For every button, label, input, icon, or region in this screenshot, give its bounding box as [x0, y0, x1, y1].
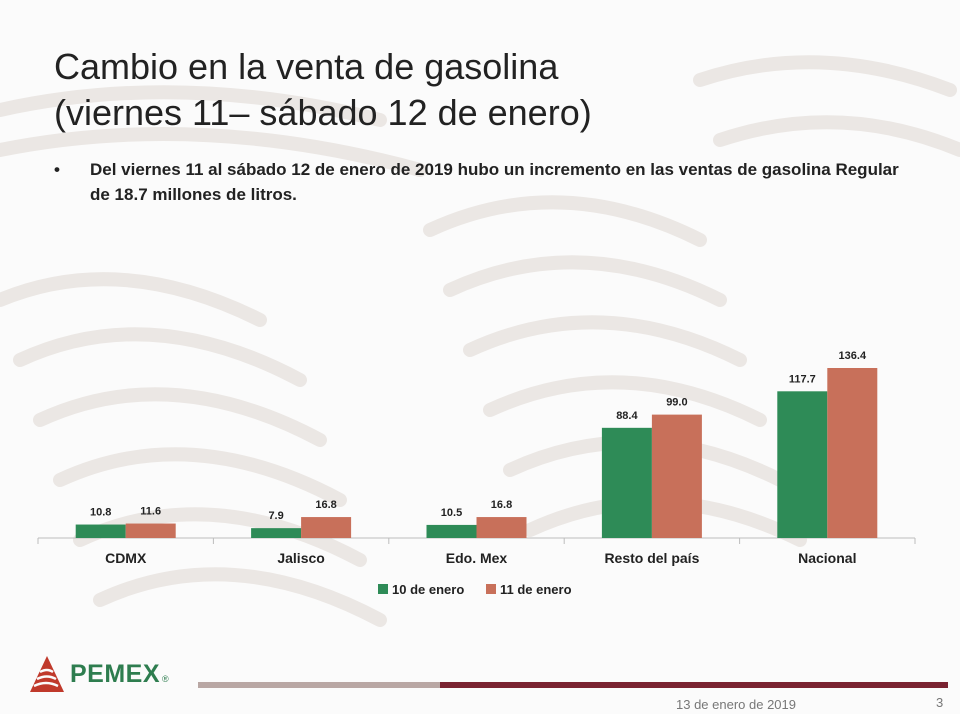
- bar-1: [426, 524, 477, 538]
- data-label: 11.6: [140, 506, 161, 518]
- bullet-marker: •: [54, 160, 60, 179]
- bar-1: [777, 391, 828, 538]
- data-label: 117.7: [789, 373, 816, 385]
- category-label: Nacional: [798, 550, 856, 566]
- pemex-flame-icon: [30, 656, 64, 692]
- page-number: 3: [936, 695, 944, 710]
- bar-2: [301, 517, 352, 538]
- slide-title: Cambio en la venta de gasolina (viernes …: [54, 44, 914, 136]
- data-label: 99.0: [666, 397, 687, 409]
- bar-2: [651, 414, 702, 538]
- data-label: 7.9: [268, 510, 283, 522]
- title-line-1: Cambio en la venta de gasolina: [54, 46, 559, 87]
- data-label: 10.5: [441, 507, 462, 519]
- legend-label: 10 de enero: [392, 582, 464, 597]
- data-label: 16.8: [491, 499, 512, 511]
- data-label: 16.8: [315, 499, 336, 511]
- category-label: Edo. Mex: [446, 550, 508, 566]
- category-label: CDMX: [105, 550, 147, 566]
- bar-1: [75, 524, 126, 538]
- legend-swatch: [486, 584, 496, 594]
- bullet-text: Del viernes 11 al sábado 12 de enero de …: [90, 160, 899, 204]
- bar-2: [476, 517, 527, 538]
- bar-1: [601, 427, 652, 538]
- category-label: Jalisco: [277, 550, 324, 566]
- footer-date: 13 de enero de 2019: [676, 697, 796, 712]
- logo-text: PEMEX: [70, 659, 161, 688]
- bar-2: [827, 368, 878, 538]
- logo-registered-mark: ®: [162, 674, 169, 684]
- footer-divider-red: [440, 682, 948, 688]
- title-line-2: (viernes 11– sábado 12 de enero): [54, 92, 592, 133]
- data-label: 88.4: [616, 410, 638, 422]
- legend-swatch: [378, 584, 388, 594]
- data-label: 136.4: [839, 350, 867, 362]
- pemex-logo: PEMEX ®: [28, 654, 169, 694]
- bar-2: [125, 523, 176, 538]
- data-label: 10.8: [90, 507, 111, 519]
- bullet-point: • Del viernes 11 al sábado 12 de enero d…: [54, 157, 924, 207]
- category-label: Resto del país: [604, 550, 699, 566]
- bar-1: [251, 528, 302, 538]
- legend-label: 11 de enero: [500, 582, 572, 597]
- footer-divider-gray: [198, 682, 440, 688]
